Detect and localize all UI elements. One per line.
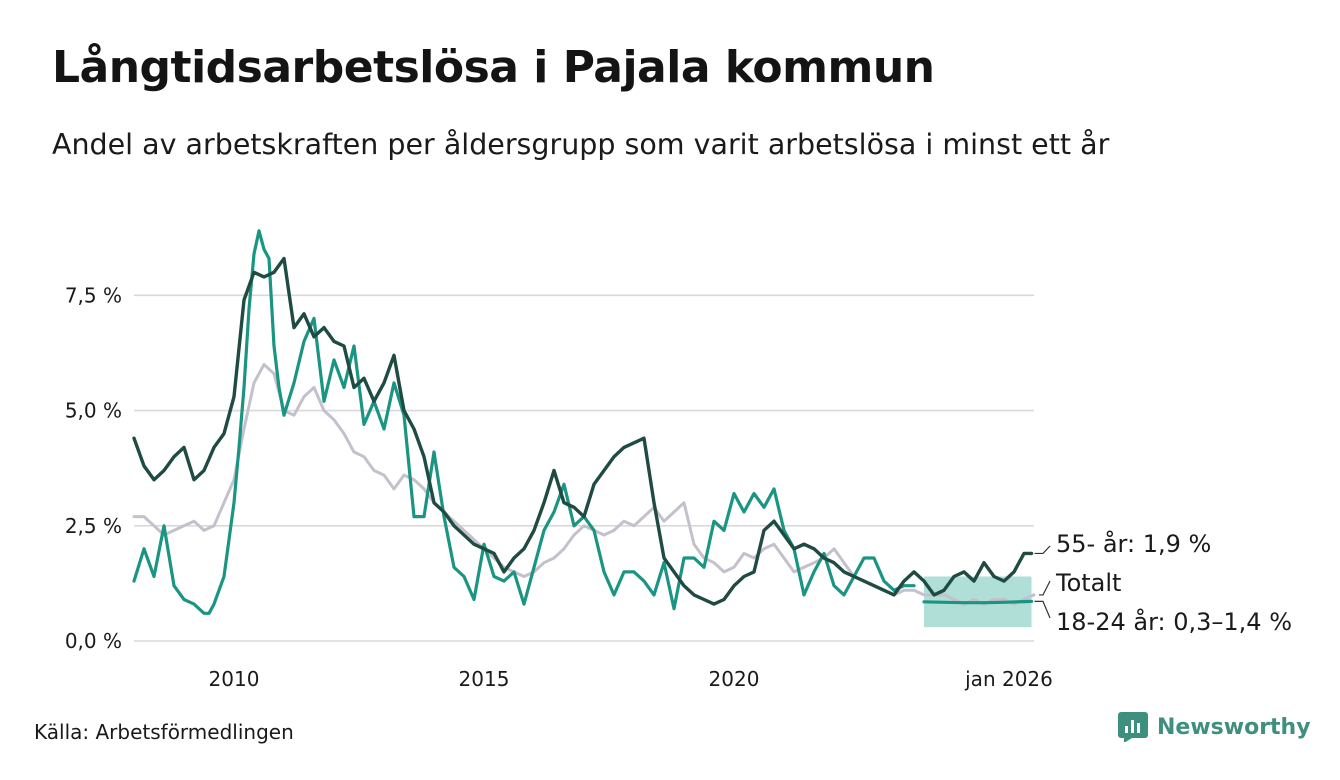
- brand-name: Newsworthy: [1157, 714, 1311, 740]
- series-line-totalt: [132, 363, 1036, 606]
- y-tick-label: 0,0 %: [65, 629, 122, 653]
- x-tick-label: jan 2026: [964, 667, 1053, 691]
- line-chart: 0,0 % 2,5 % 5,0 % 7,5 % 2010 2015 2020 jan 2026…: [65, 229, 1292, 691]
- series-line-55-r: [132, 256, 1034, 606]
- brand-logo: Newsworthy: [1118, 712, 1311, 742]
- leader-line: [1034, 600, 1051, 619]
- y-tick-label: 7,5 %: [65, 283, 122, 307]
- source-note: Källa: Arbetsförmedlingen: [34, 720, 294, 744]
- series-line-18-24-r: [132, 229, 916, 615]
- chart-title: Långtidsarbetslösa i Pajala kommun: [52, 42, 935, 93]
- chart-subtitle: Andel av arbetskraften per åldersgrupp s…: [52, 128, 1110, 161]
- newsworthy-logo-icon: [1118, 712, 1148, 742]
- leader-line: [1034, 545, 1051, 555]
- gridlines: [134, 294, 1034, 642]
- x-tick-label: 2010: [209, 667, 260, 691]
- series-end-label: 55- år: 1,9 %: [1056, 529, 1211, 558]
- series-labels: 55- år: 1,9 % Totalt 18-24 år: 0,3–1,4 %: [1034, 529, 1292, 636]
- y-tick-label: 5,0 %: [65, 399, 122, 423]
- leader-line: [1039, 580, 1051, 596]
- series-end-label: 18-24 år: 0,3–1,4 %: [1056, 607, 1292, 636]
- y-tick-label: 2,5 %: [65, 514, 122, 538]
- x-tick-label: 2015: [459, 667, 510, 691]
- series-layer: [132, 229, 1036, 615]
- series-end-label: Totalt: [1055, 569, 1121, 597]
- x-tick-label: 2020: [709, 667, 760, 691]
- series-line-18-24-r-prognos: [922, 599, 1034, 605]
- axis-labels: 0,0 % 2,5 % 5,0 % 7,5 % 2010 2015 2020 jan 2026: [65, 283, 1053, 691]
